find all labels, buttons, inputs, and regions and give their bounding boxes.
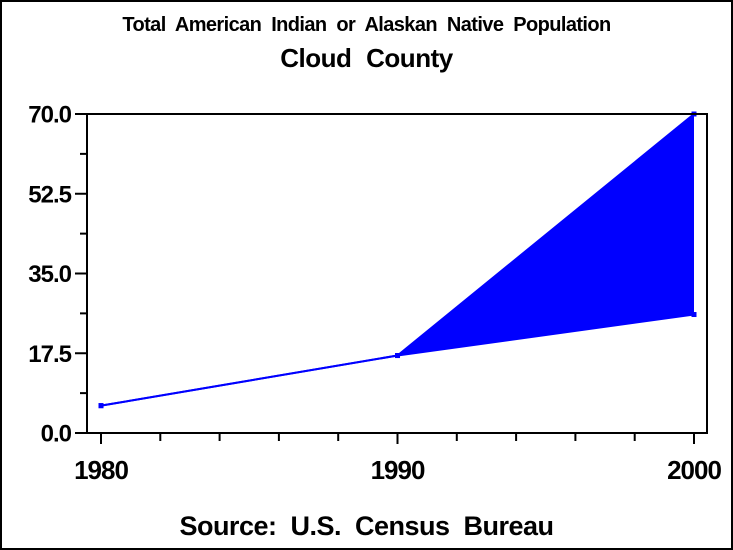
chart-subtitle: Cloud County [280,43,453,73]
y-axis-tick-label: 0.0 [41,421,72,448]
band-area [101,114,694,406]
data-point-marker [395,353,400,359]
y-axis-tick-label: 70.0 [28,102,71,129]
x-axis-tick-label: 1990 [371,455,425,485]
data-point-marker [98,403,104,409]
x-axis-tick-label: 2000 [667,455,721,485]
y-axis-tick-label: 35.0 [28,261,71,288]
x-axis-tick-label: 1980 [74,455,128,485]
source-caption: Source: U.S. Census Bureau [179,511,554,541]
series-line-lower-bound [100,313,695,407]
chart-title: Total American Indian or Alaskan Native … [122,14,611,36]
y-axis-tick-label: 52.5 [28,181,71,208]
y-axis-tick-label: 17.5 [28,341,71,368]
data-point-marker [691,312,697,318]
